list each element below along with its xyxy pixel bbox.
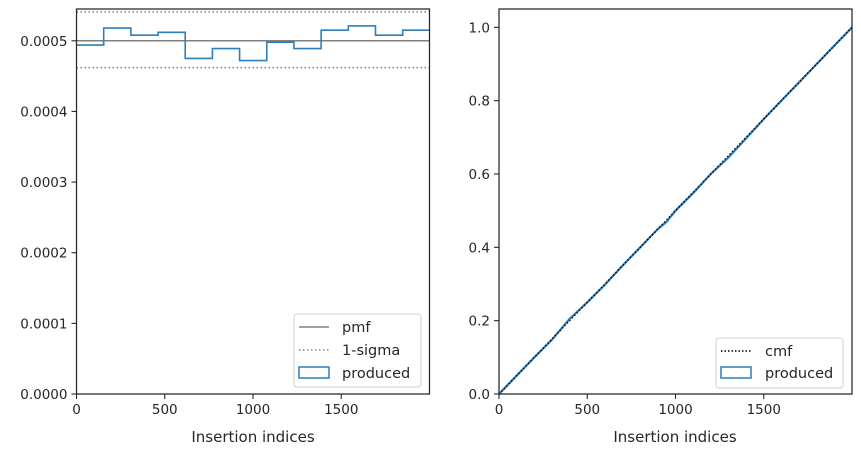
- right-y-tick-label: 1.0: [469, 20, 490, 36]
- right-panel-cmf: 0 500 1000 1500 0.0 0.2 0.4 0.6 0.8 1.0 Insertio…: [469, 8, 853, 446]
- left-legend-pmf-label: pmf: [342, 320, 371, 336]
- right-x-axis-ticks: 0 500 1000 1500: [495, 394, 781, 418]
- left-x-tick-label: 1500: [324, 402, 358, 418]
- left-y-tick-label: 0.0004: [20, 104, 67, 120]
- left-x-tick-label: 1000: [236, 402, 270, 418]
- right-x-tick-label: 500: [574, 402, 600, 418]
- right-plot-marks: [498, 26, 853, 395]
- left-y-tick-label: 0.0000: [20, 387, 67, 403]
- left-y-axis-ticks: 0.0000 0.0001 0.0002 0.0003 0.0004 0.0005: [20, 34, 77, 403]
- right-legend-produced-label: produced: [765, 366, 833, 382]
- left-x-tick-label: 0: [72, 402, 81, 418]
- right-legend-produced-swatch: [720, 366, 752, 379]
- right-y-tick-label: 0.2: [469, 314, 490, 330]
- produced-cumulative-line: [498, 26, 853, 395]
- left-legend-sigma-label: 1-sigma: [342, 343, 400, 359]
- right-legend: cmf produced: [715, 337, 844, 389]
- cmf-line: [498, 26, 853, 395]
- right-y-axis-ticks: 0.0 0.2 0.4 0.6 0.8 1.0: [469, 20, 499, 403]
- produced-histogram-step: [76, 25, 430, 62]
- right-x-tick-label: 1000: [658, 402, 692, 418]
- left-x-axis-ticks: 0 500 1000 1500: [72, 394, 358, 418]
- left-legend: pmf 1-sigma produced: [293, 313, 422, 388]
- left-y-tick-label: 0.0003: [20, 175, 67, 191]
- left-legend-produced-label: produced: [342, 366, 410, 382]
- right-legend-cmf-label: cmf: [765, 344, 793, 360]
- left-y-tick-label: 0.0001: [20, 316, 67, 332]
- right-plot-area: [499, 9, 852, 394]
- right-y-tick-label: 0.0: [469, 387, 490, 403]
- left-x-tick-label: 500: [152, 402, 178, 418]
- left-panel-pmf-histogram: 0 500 1000 1500 0.00000.00010.00020.00030.0…: [20, 8, 431, 446]
- right-x-tick-label: 0: [495, 402, 504, 418]
- left-plot-marks: [76, 11, 430, 69]
- left-legend-produced-swatch: [298, 366, 330, 379]
- right-legend-box: [715, 337, 844, 389]
- right-y-tick-label: 0.6: [469, 167, 490, 183]
- left-y-tick-label: 0.0002: [20, 246, 67, 262]
- right-x-tick-label: 1500: [747, 402, 781, 418]
- right-x-axis-label: Insertion indices: [613, 428, 736, 446]
- right-y-tick-label: 0.8: [469, 94, 490, 110]
- right-y-tick-label: 0.4: [469, 240, 490, 256]
- left-y-tick-label: 0.0005: [20, 34, 67, 50]
- left-x-axis-label: Insertion indices: [191, 428, 314, 446]
- left-legend-box: [293, 313, 422, 388]
